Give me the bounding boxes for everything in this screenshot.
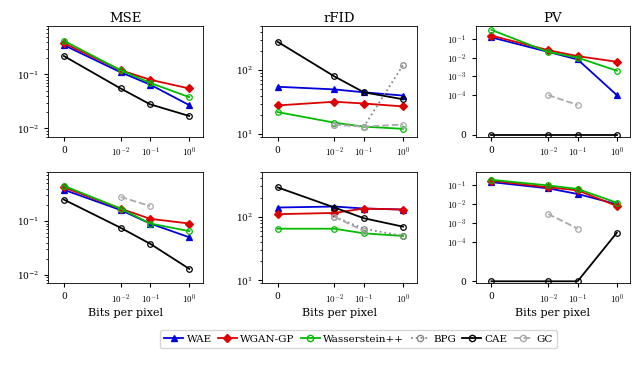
Title: MSE: MSE bbox=[109, 12, 141, 25]
X-axis label: Bits per pixel: Bits per pixel bbox=[301, 308, 377, 318]
Legend: WAE, WGAN-GP, Wasserstein++, BPG, CAE, GC: WAE, WGAN-GP, Wasserstein++, BPG, CAE, G… bbox=[160, 330, 557, 348]
X-axis label: Bits per pixel: Bits per pixel bbox=[88, 308, 163, 318]
Title: rFID: rFID bbox=[323, 12, 355, 25]
Title: PV: PV bbox=[543, 12, 563, 25]
X-axis label: Bits per pixel: Bits per pixel bbox=[515, 308, 591, 318]
